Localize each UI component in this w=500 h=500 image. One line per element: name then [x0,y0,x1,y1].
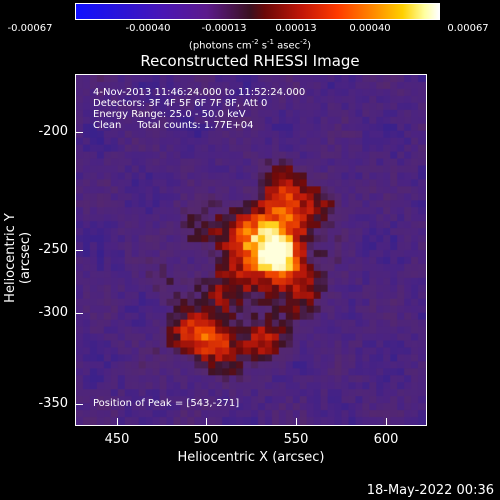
image-canvas [76,75,426,425]
colorbar [75,3,440,20]
y-tick-mark [75,313,83,314]
plot-datestamp: 18-May-2022 00:36 [366,483,494,498]
rhessi-image [75,74,427,426]
y-tick-mark [75,250,83,251]
colorbar-tick-label: 0.00040 [349,23,391,34]
clean-counts-label: Clean Total counts: 1.77E+04 [93,120,254,131]
colorbar-tick-label: -0.00040 [125,23,171,34]
x-tick-mark [386,418,387,426]
peak-position-label: Position of Peak = [543,-271] [93,398,240,409]
colorbar-gradient [76,4,439,19]
x-tick-mark [206,418,207,426]
x-tick-mark [117,418,118,426]
x-axis-label: Heliocentric X (arcsec) [177,450,325,465]
x-tick-label: 550 [283,432,309,447]
image-title: Reconstructed RHESSI Image [140,52,360,70]
colorbar-tick-label: -0.00013 [201,23,247,34]
y-axis-label: Heliocentric Y (arcsec) [3,213,33,303]
x-tick-label: 600 [373,432,399,447]
y-tick-label: -250 [38,242,68,257]
detectors-label: Detectors: 3F 4F 5F 6F 7F 8F, Att 0 [93,98,268,109]
time-range-label: 4-Nov-2013 11:46:24.000 to 11:52:24.000 [93,87,306,98]
colorbar-tick-label: 0.00013 [275,23,317,34]
y-tick-mark [75,132,83,133]
y-tick-label: -300 [38,305,68,320]
x-tick-mark [296,418,297,426]
y-tick-label: -200 [38,124,68,139]
colorbar-ticks: -0.00067 -0.00040 -0.00013 0.00013 0.000… [0,23,500,37]
x-tick-label: 450 [104,432,130,447]
colorbar-tick-label: -0.00067 [7,23,53,34]
y-tick-mark [75,404,83,405]
colorbar-unit: (photons cm-2 s-1 asec-2) [188,38,312,52]
energy-range-label: Energy Range: 25.0 - 50.0 keV [93,109,246,120]
y-tick-label: -350 [38,396,68,411]
x-tick-label: 500 [193,432,219,447]
colorbar-tick-label: 0.00067 [447,23,489,34]
